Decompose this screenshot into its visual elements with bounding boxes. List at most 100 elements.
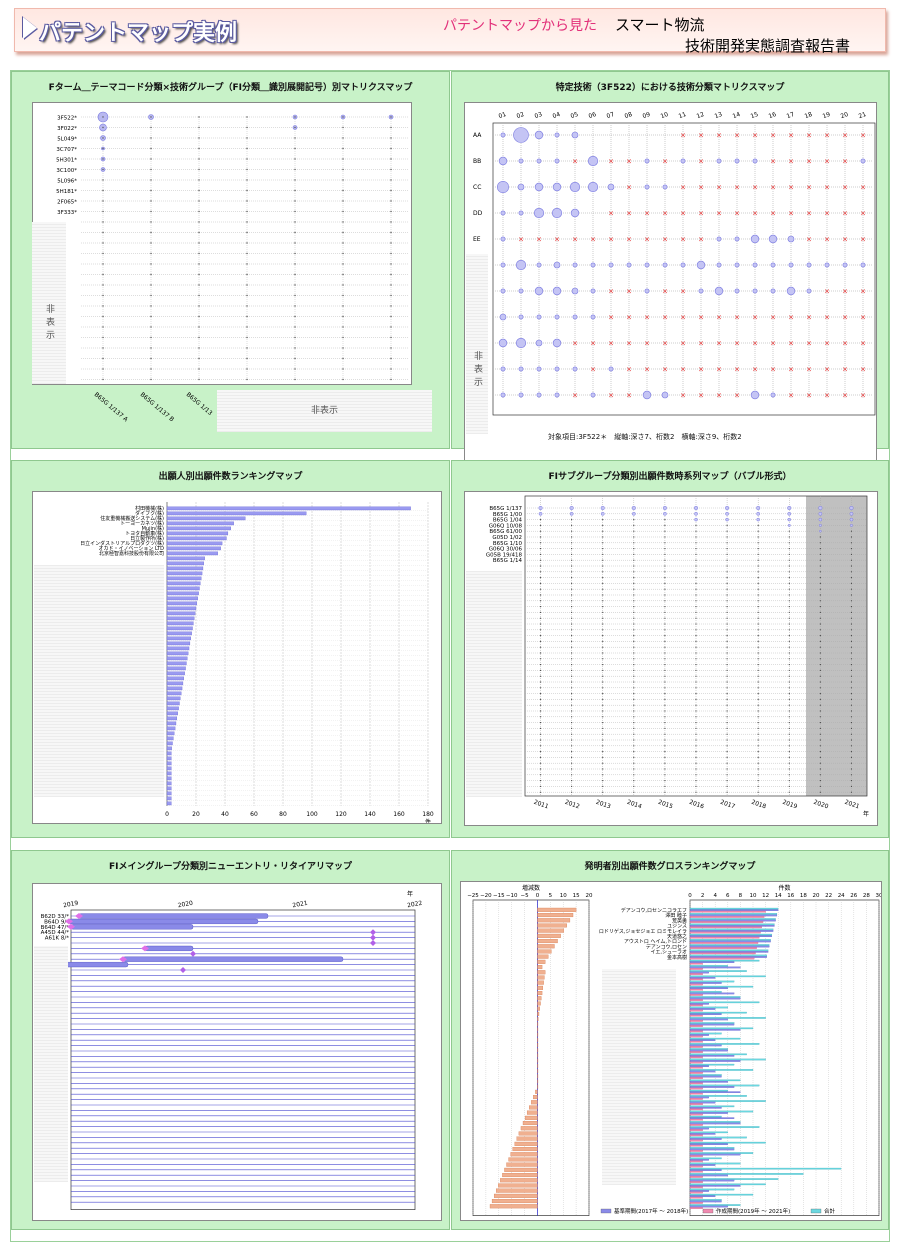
retire-marker [370, 940, 376, 946]
bubble [757, 588, 759, 590]
matrix-dot [102, 347, 104, 349]
bubble [850, 588, 853, 590]
bubble [554, 132, 560, 138]
base-period-bar [689, 1179, 735, 1182]
absent-mark: × [644, 314, 650, 322]
total-bar [689, 944, 770, 946]
absent-mark: × [590, 340, 596, 348]
bar [166, 736, 174, 741]
matrix-dot [390, 368, 392, 370]
bubble [752, 262, 758, 268]
diff-bar [537, 1022, 539, 1027]
bubble [539, 774, 542, 776]
total-bar [689, 1089, 728, 1092]
bubble [633, 704, 635, 706]
x-unit-label: 件 [425, 818, 431, 823]
bubble [664, 652, 666, 654]
base-period-bar [689, 992, 735, 995]
bubble [819, 727, 821, 729]
base-period-bar [689, 1096, 709, 1099]
right-tick-label: 10 [750, 893, 757, 899]
inventor-label: アウストロ ヘイム,トロンド [624, 938, 687, 945]
matrix-dot [102, 189, 104, 192]
bubble [757, 530, 759, 532]
bubble [571, 519, 573, 521]
bubble [788, 623, 790, 625]
right-tick-label: 28 [863, 893, 870, 899]
bubble [850, 565, 853, 567]
bubble [819, 698, 821, 700]
bar [166, 691, 182, 696]
bubble [664, 559, 666, 561]
bubble [850, 542, 853, 544]
x-tick-label: 20 [192, 811, 200, 818]
absent-mark: × [626, 340, 632, 348]
absent-mark: × [752, 184, 758, 192]
bubble [633, 681, 635, 683]
bubble [664, 693, 666, 695]
bubble [602, 716, 604, 718]
bubble [757, 669, 759, 671]
base-period-bar [689, 1138, 722, 1140]
matrix-dot [150, 305, 152, 307]
current-period-bar [689, 1181, 703, 1183]
bubble [714, 286, 724, 296]
bubble [538, 505, 543, 511]
matrix-dot [246, 200, 248, 202]
bubble [695, 745, 697, 747]
bubble [633, 727, 635, 729]
hidden-cols-label: 非表示 [217, 390, 432, 432]
total-bar [689, 1069, 754, 1071]
absent-mark: × [644, 236, 650, 244]
bubble [664, 611, 666, 613]
absent-mark: × [626, 392, 632, 400]
col-label: 03 [534, 111, 544, 120]
absent-mark: × [626, 314, 632, 322]
bubble [539, 756, 542, 758]
bubble [757, 553, 759, 555]
matrix-dot [198, 116, 200, 118]
bar [166, 701, 180, 706]
bubble [850, 745, 853, 747]
current-period-bar [689, 1186, 703, 1189]
bubble [633, 693, 635, 695]
bubble [725, 511, 729, 516]
bubble [757, 577, 759, 579]
bubble [664, 524, 666, 526]
bar [166, 566, 204, 571]
diff-bar [537, 1063, 539, 1068]
hidden-inventors-area [602, 969, 676, 1185]
bubble [850, 523, 853, 527]
bubble [806, 288, 812, 294]
absent-mark: × [842, 314, 848, 322]
bubble [536, 366, 542, 372]
chart-fi-subgroup-timeseries: 2011 2012 2013 2014 2015 2016 2017 2018 2019 2020… [464, 491, 878, 826]
bubble [824, 262, 830, 268]
bubble [849, 511, 854, 516]
absent-mark: × [842, 340, 848, 348]
diff-bar [537, 933, 561, 938]
matrix-dot [102, 305, 104, 307]
matrix-dot [246, 137, 248, 139]
bubble [752, 158, 758, 164]
base-period-bar [689, 1169, 722, 1171]
matrix-dot [294, 336, 296, 339]
year-label: 2021 [844, 799, 861, 811]
bubble [695, 681, 697, 683]
total-bar [689, 907, 779, 910]
bubble [850, 768, 853, 770]
total-bar [689, 1095, 747, 1097]
bubble [602, 780, 604, 782]
bubble [571, 681, 573, 683]
bubble [788, 646, 790, 648]
bubble [757, 785, 759, 787]
bubble [602, 606, 604, 608]
bubble [602, 774, 604, 776]
bubble [850, 791, 853, 793]
matrix-dot [150, 252, 152, 255]
bubble [757, 693, 759, 695]
bubble [571, 727, 573, 729]
current-period-bar [689, 1160, 703, 1163]
bubble [818, 517, 823, 522]
matrix-dot [390, 210, 392, 213]
